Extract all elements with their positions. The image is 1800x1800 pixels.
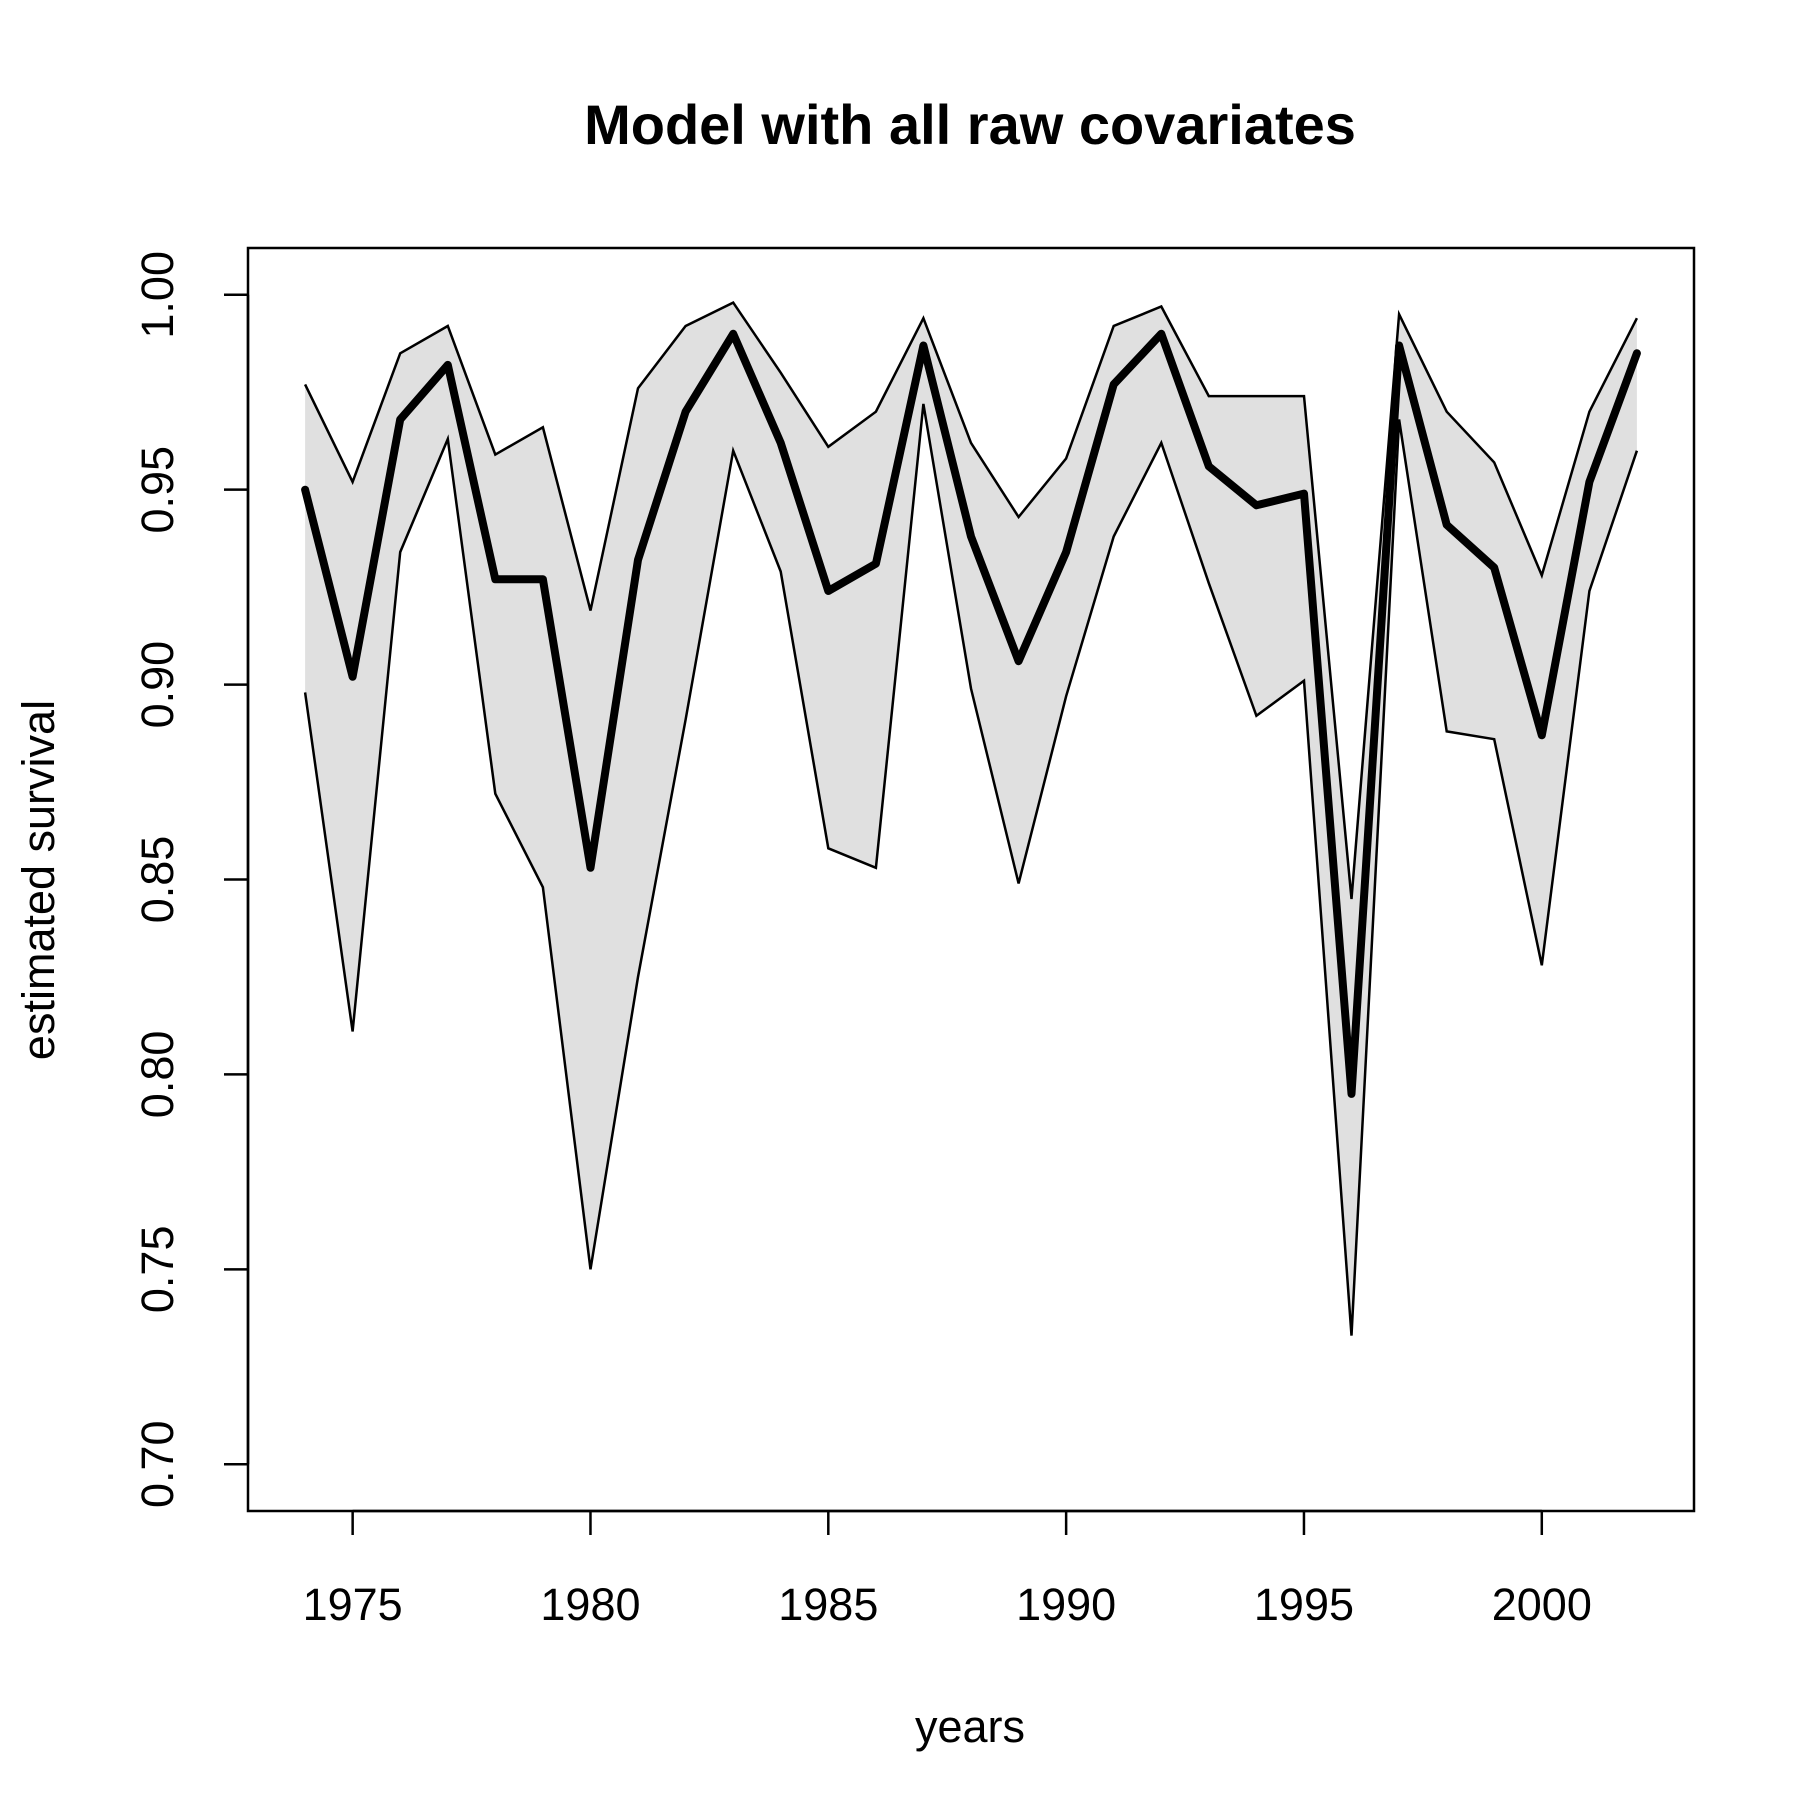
y-tick-label: 0.95 xyxy=(132,446,183,534)
y-tick-label: 1.00 xyxy=(132,251,183,339)
y-tick-label: 0.75 xyxy=(132,1226,183,1314)
x-tick-label: 1990 xyxy=(1016,1579,1116,1630)
x-tick-label: 1995 xyxy=(1254,1579,1354,1630)
x-tick-label: 2000 xyxy=(1492,1579,1592,1630)
y-tick-label: 0.80 xyxy=(132,1031,183,1119)
upper-bound-line xyxy=(303,300,1639,900)
x-tick-label: 1985 xyxy=(778,1579,878,1630)
lower-bound-line xyxy=(303,403,1639,1336)
x-tick-label: 1975 xyxy=(303,1579,403,1630)
x-tick-label: 1980 xyxy=(540,1579,640,1630)
estimate-line xyxy=(301,329,1641,1098)
y-axis: 0.70 0.75 0.80 0.85 0.90 0.95 1.00 xyxy=(132,251,250,1508)
plot-area xyxy=(301,300,1641,1336)
y-axis-label: estimated survival xyxy=(13,700,64,1060)
x-axis-label: years xyxy=(915,1701,1025,1752)
y-tick-label: 0.85 xyxy=(132,836,183,924)
confidence-band xyxy=(305,302,1637,1336)
x-axis: 1975 1980 1985 1990 1995 2000 xyxy=(303,1509,1592,1630)
chart-title: Model with all raw covariates xyxy=(584,93,1356,156)
y-tick-label: 0.70 xyxy=(132,1420,183,1508)
y-tick-label: 0.90 xyxy=(132,641,183,729)
